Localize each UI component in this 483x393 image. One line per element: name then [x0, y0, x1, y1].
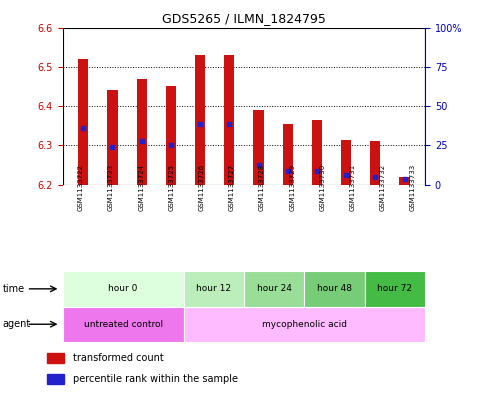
- Text: GSM1133730: GSM1133730: [319, 163, 326, 211]
- Title: GDS5265 / ILMN_1824795: GDS5265 / ILMN_1824795: [162, 12, 326, 25]
- Bar: [47, 373, 64, 384]
- Bar: [224, 55, 234, 185]
- Bar: [184, 307, 425, 342]
- Text: percentile rank within the sample: percentile rank within the sample: [72, 374, 238, 384]
- Text: mycophenolic acid: mycophenolic acid: [262, 320, 347, 329]
- Text: agent: agent: [2, 319, 30, 329]
- Text: GSM1133728: GSM1133728: [259, 164, 265, 211]
- Text: GSM1133732: GSM1133732: [380, 164, 386, 211]
- Bar: [312, 120, 322, 185]
- Bar: [107, 90, 117, 185]
- Text: hour 24: hour 24: [256, 285, 292, 293]
- Bar: [47, 353, 64, 363]
- Text: untreated control: untreated control: [84, 320, 163, 329]
- Text: hour 72: hour 72: [377, 285, 412, 293]
- Text: GSM1133724: GSM1133724: [138, 164, 144, 211]
- Text: time: time: [2, 284, 25, 294]
- Text: GSM1133733: GSM1133733: [410, 163, 416, 211]
- Text: GSM1133731: GSM1133731: [350, 163, 355, 211]
- Text: GSM1133729: GSM1133729: [289, 164, 295, 211]
- Bar: [78, 59, 88, 185]
- Bar: [244, 271, 304, 307]
- Text: hour 48: hour 48: [317, 285, 352, 293]
- Bar: [63, 271, 184, 307]
- Bar: [283, 124, 293, 185]
- Bar: [370, 141, 381, 185]
- Bar: [166, 86, 176, 185]
- Bar: [365, 271, 425, 307]
- Bar: [63, 28, 425, 185]
- Text: GSM1133725: GSM1133725: [169, 164, 174, 211]
- Text: transformed count: transformed count: [72, 353, 163, 363]
- Bar: [304, 271, 365, 307]
- Bar: [399, 177, 410, 185]
- Text: GSM1133722: GSM1133722: [78, 164, 84, 211]
- Bar: [137, 79, 147, 185]
- Bar: [254, 110, 264, 185]
- Text: GSM1133723: GSM1133723: [108, 164, 114, 211]
- Bar: [195, 55, 205, 185]
- Bar: [341, 140, 351, 185]
- Text: GSM1133727: GSM1133727: [229, 164, 235, 211]
- Text: hour 0: hour 0: [109, 285, 138, 293]
- Text: hour 12: hour 12: [196, 285, 231, 293]
- Bar: [63, 307, 184, 342]
- Bar: [184, 271, 244, 307]
- Text: GSM1133726: GSM1133726: [199, 164, 205, 211]
